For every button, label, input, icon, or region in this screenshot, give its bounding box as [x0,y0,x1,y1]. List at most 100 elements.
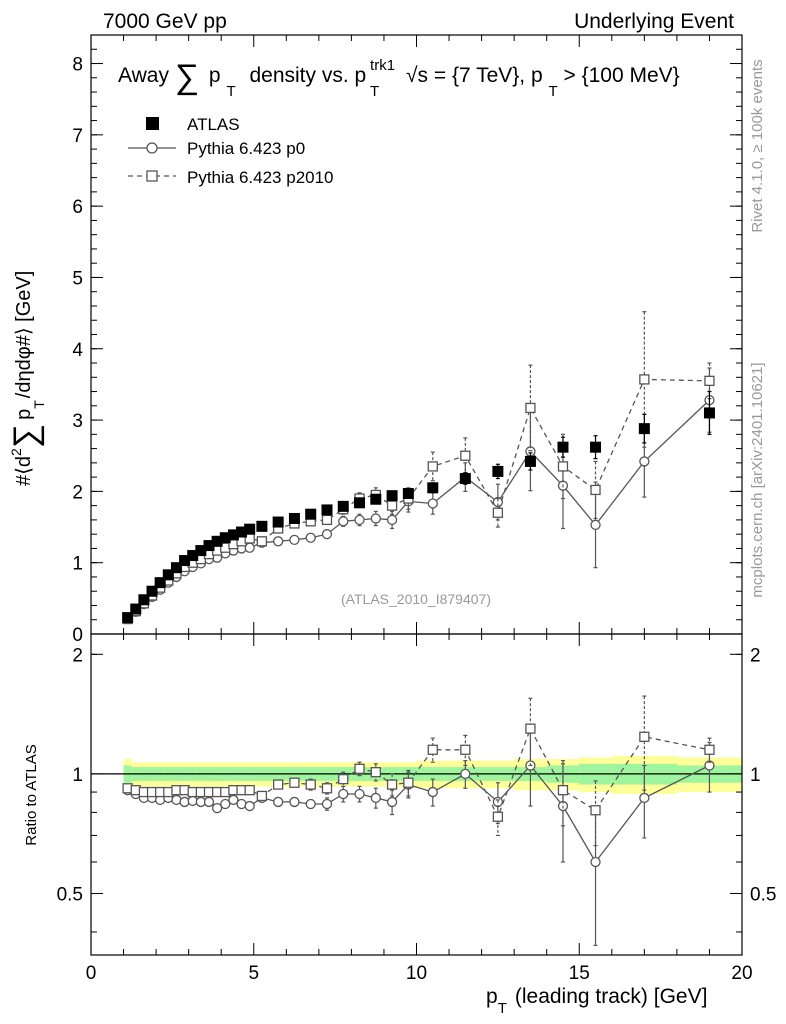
ratio-p0-point [220,798,231,810]
ratio-p0-point [305,798,316,810]
ratio-y-tick-label: 0.5 [57,884,83,905]
main-y-tick-label: 8 [72,55,83,76]
atlas-point [590,441,602,453]
p0-point [273,536,284,547]
p0-point [370,513,381,524]
side-label-mcplots: mcplots.cern.ch [arXiv:2401.10621] [749,362,766,597]
main-series [122,311,715,625]
atlas-point [354,497,366,509]
main-y-tick-label: 3 [72,411,83,432]
atlas-point [557,441,569,453]
atlas-point [130,603,142,615]
x-tick-labels: 0 5 10 15 20 [86,963,753,984]
legend-label-p0: Pythia 6.423 p0 [187,139,305,158]
atlas-point [122,612,134,624]
ratio-p2010-point [403,777,414,788]
atlas-point [386,490,398,502]
p2010-point [525,402,536,414]
x-tick-label: 5 [248,963,259,984]
ratio-p2010-point [256,790,268,802]
header-left: 7000 GeV pp [103,10,227,33]
atlas-point [154,577,166,589]
ratio-p2010-point [557,785,569,796]
ratio-p2010-point [338,773,349,785]
p2010-point [427,461,438,472]
atlas-point [337,500,349,512]
p0-point [639,456,650,467]
main-y-tick-label: 1 [72,554,83,575]
p2010-point [460,450,471,461]
atlas-point [427,482,439,494]
ratio-p0-point [228,794,239,806]
atlas-point [146,585,158,597]
atlas-point [459,473,471,485]
ratio-p2010-point [273,779,284,790]
ratio-p2010-point [492,811,504,822]
ratio-y-tick-label-right: 2 [750,645,761,666]
atlas-point [256,520,268,532]
ratio-p2010-point [590,805,601,816]
svg-text:#⟨d2∑pT/dηdφ#⟩ [GeV]: #⟨d2∑pT/dηdφ#⟩ [GeV] [7,271,47,486]
header-right: Underlying Event [574,10,734,33]
ratio-p2010-point [321,783,333,794]
atlas-point [321,504,333,516]
p2010-line [127,378,710,620]
legend-marker-p2010 [146,170,158,182]
ratio-p2010-point [460,744,471,755]
atlas-point [219,532,231,544]
ratio-p2010-point [639,731,650,742]
p0-point [590,519,601,531]
ratio-y-tick-label-right: 0.5 [750,884,776,905]
p0-point [338,516,349,527]
atlas-point [162,569,174,581]
ratio-p0-point [590,856,601,868]
atlas-point [227,529,239,541]
ratio-p0-point [338,788,349,800]
side-label-rivet: Rivet 4.1.0, ≥ 100k events [749,59,766,232]
atlas-point [179,555,191,567]
atlas-point [170,562,182,574]
atlas-point [211,535,223,547]
ratio-p0-point [427,786,438,798]
ratio-p2010-point [354,763,365,774]
analysis-watermark: (ATLAS_2010_I879407) [341,591,491,607]
ratio-series [122,695,715,947]
x-tick-label: 20 [731,963,752,984]
ratio-p2010-point [525,723,536,734]
x-tick-label: 10 [406,963,427,984]
main-y-tick-label: 5 [72,268,83,289]
p0-point [321,529,333,540]
ratio-y-tick-label: 2 [72,645,83,666]
legend-marker-atlas [146,117,159,130]
ratio-p2010-point [244,785,255,796]
p0-point [492,496,504,508]
main-y-tick-label: 4 [72,340,83,361]
atlas-point [638,423,650,435]
ratio-panel: 0.5 1 2 0.5 1 2 0 5 10 15 20 Ratio to ATLAS pT(l… [23,633,776,1017]
main-title-sub-t: T [370,83,379,100]
legend-label-atlas: ATLAS [187,115,240,134]
p0-point [427,498,438,509]
ratio-p2010-point [370,767,381,778]
atlas-point [703,407,715,419]
ratio-y-tick-label-right: 1 [750,765,761,786]
ratio-p0-point [639,792,650,804]
ratio-p0-point [244,800,255,812]
p0-point [386,514,398,526]
ratio-p0-point [321,798,333,810]
legend: ATLAS Pythia 6.423 p0 Pythia 6.423 p2010 [128,115,334,187]
p2010-point [386,500,398,511]
ratio-p0-point [354,788,365,800]
main-y-tick-label: 6 [72,197,83,218]
ratio-p0-point [460,768,471,780]
p2010-point [492,507,504,518]
ratio-p2010-point [386,779,398,790]
main-y-tick-label: 2 [72,482,83,503]
p2010-point [704,375,715,387]
atlas-point [203,540,215,552]
atlas-point [187,550,199,562]
ratio-p2010-point [427,744,438,755]
main-y-tick-labels: 0 1 2 3 4 5 6 7 8 [72,55,83,646]
p0-line [127,399,710,620]
